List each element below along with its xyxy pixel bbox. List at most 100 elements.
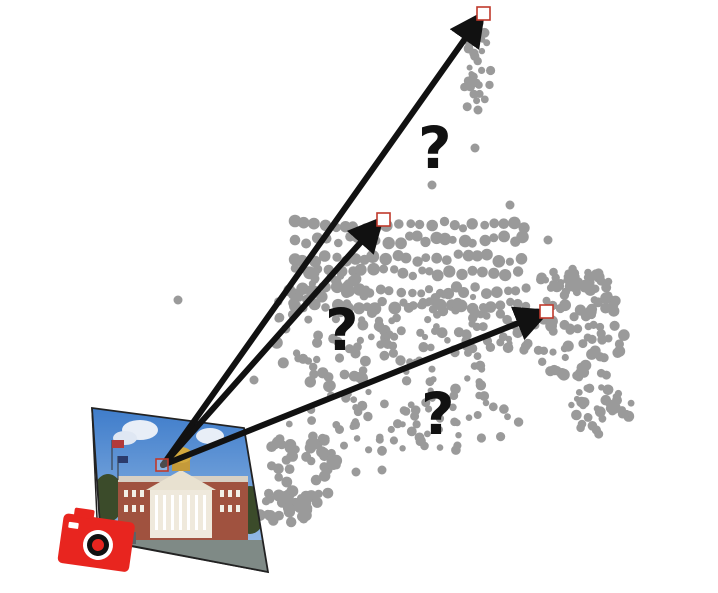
- cloud-point: [319, 435, 330, 446]
- cloud-point: [317, 367, 329, 379]
- cloud-point: [473, 105, 483, 115]
- cloud-point: [331, 276, 342, 287]
- cloud-point: [310, 474, 322, 486]
- cloud-point: [283, 502, 293, 512]
- cloud-point: [480, 95, 489, 104]
- cloud-point: [492, 254, 506, 268]
- cloud-point: [418, 342, 429, 353]
- cloud-point: [431, 298, 441, 308]
- cloud-point: [395, 355, 406, 366]
- cloud-point: [539, 346, 549, 355]
- cloud-point: [322, 487, 334, 499]
- cloud-point: [396, 287, 407, 298]
- cloud-point: [489, 218, 500, 229]
- cloud-point: [451, 445, 461, 455]
- cloud-point: [388, 341, 398, 351]
- cloud-point: [294, 292, 304, 302]
- arrow-ray-middle: [160, 215, 385, 468]
- cloud-point: [542, 296, 551, 305]
- cloud-point: [475, 89, 484, 98]
- cloud-point: [392, 313, 401, 323]
- cloud-point: [430, 376, 437, 383]
- cloud-point: [335, 425, 344, 434]
- cloud-point: [564, 281, 576, 292]
- cloud-point: [506, 340, 513, 347]
- cloud-point: [549, 348, 557, 356]
- cloud-point: [594, 406, 606, 418]
- cloud-point: [349, 253, 362, 265]
- cloud-point: [531, 321, 540, 330]
- cloud-point: [609, 320, 620, 331]
- cloud-point: [551, 281, 563, 293]
- cloud-point: [380, 399, 389, 409]
- cloud-point: [572, 288, 581, 297]
- cloud-point: [285, 420, 293, 428]
- cloud-point: [478, 66, 486, 74]
- cloud-point: [627, 399, 635, 407]
- cloud-point: [623, 409, 631, 418]
- cloud-point: [389, 436, 398, 445]
- cloud-point: [277, 357, 289, 369]
- cloud-point: [427, 387, 434, 394]
- cloud-point: [344, 344, 355, 354]
- cloud-point: [571, 409, 582, 421]
- cloud-point: [275, 434, 285, 444]
- cloud-point: [583, 413, 592, 421]
- cloud-point: [601, 370, 611, 380]
- marker-top: [476, 6, 491, 21]
- cloud-point: [479, 27, 490, 38]
- cloud-point: [569, 312, 579, 322]
- cloud-point: [425, 267, 434, 276]
- cloud-point: [342, 299, 352, 308]
- cloud-point: [439, 290, 448, 299]
- cloud-point: [304, 315, 313, 324]
- cloud-point: [591, 284, 600, 293]
- cloud-point: [332, 252, 342, 262]
- cloud-point: [496, 338, 505, 347]
- cloud-point: [558, 368, 570, 381]
- cloud-point: [521, 283, 531, 293]
- cloud-point: [495, 309, 506, 319]
- cloud-point: [428, 365, 436, 373]
- cloud-point: [350, 273, 362, 285]
- cloud-point: [384, 286, 394, 296]
- cloud-point: [411, 230, 423, 242]
- cloud-point: [306, 285, 315, 294]
- cloud-point: [481, 288, 492, 299]
- cloud-point: [589, 320, 598, 329]
- cloud-point: [518, 222, 530, 234]
- cloud-point: [274, 473, 284, 482]
- cloud-point: [311, 301, 320, 310]
- cloud-point: [301, 451, 312, 462]
- cloud-point: [469, 89, 479, 99]
- cloud-point: [421, 398, 431, 408]
- cloud-point: [488, 267, 500, 279]
- cloud-point: [416, 328, 425, 337]
- cloud-point: [513, 417, 524, 427]
- cloud-point: [366, 250, 380, 263]
- cloud-point: [578, 339, 588, 349]
- cloud-point: [365, 446, 373, 454]
- cloud-point: [426, 219, 439, 232]
- cloud-point: [505, 200, 515, 210]
- cloud-point: [560, 344, 569, 353]
- cloud-point: [611, 405, 620, 414]
- cloud-point: [538, 357, 547, 366]
- cloud-point: [604, 277, 613, 286]
- cloud-point: [478, 365, 486, 373]
- cloud-point: [577, 399, 584, 407]
- cloud-point: [330, 454, 343, 467]
- cloud-point: [400, 252, 412, 264]
- cloud-point: [510, 286, 521, 296]
- cloud-point: [352, 342, 362, 352]
- question-mark-middle: ?: [325, 296, 359, 364]
- cloud-point: [470, 51, 480, 61]
- cloud-point: [618, 329, 630, 341]
- cloud-point: [543, 235, 553, 245]
- cloud-point: [298, 353, 309, 364]
- cloud-point: [476, 433, 486, 443]
- cloud-point: [438, 306, 449, 317]
- cloud-point: [470, 143, 480, 153]
- cloud-point: [377, 296, 387, 307]
